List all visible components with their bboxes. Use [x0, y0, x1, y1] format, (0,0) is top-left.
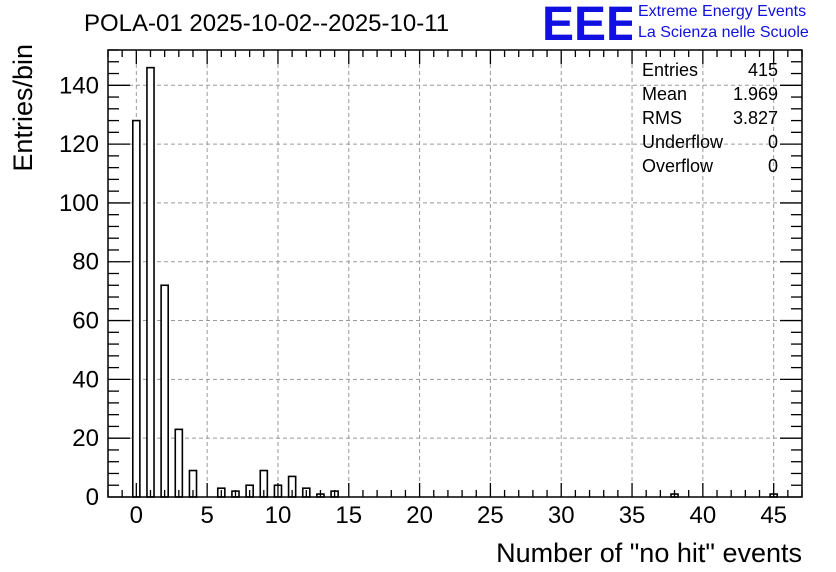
x-tick-label: 35: [619, 502, 646, 529]
stat-value: 415: [747, 60, 778, 80]
x-tick-label: 5: [200, 502, 213, 529]
eee-logo-icon: EEE: [542, 1, 632, 45]
x-tick-label: 10: [265, 502, 292, 529]
histogram-bar: [174, 428, 184, 498]
stat-label: Underflow: [642, 132, 724, 152]
stats-box: Entries 415 Mean 1.969 RMS 3.827 Underfl…: [642, 58, 778, 178]
x-tick-label: 30: [548, 502, 575, 529]
histogram-bar: [146, 66, 155, 498]
stat-value: 0: [767, 132, 778, 152]
stat-label: Entries: [642, 60, 699, 80]
y-tick-label: 40: [72, 366, 99, 393]
y-tick-label: 0: [86, 484, 99, 511]
stat-label: RMS: [642, 108, 682, 128]
logo-line-1: Extreme Energy Events: [638, 3, 807, 20]
x-tick-label: 25: [477, 502, 504, 529]
y-tick-label: 20: [72, 425, 99, 452]
y-tick-label: 140: [59, 72, 99, 99]
chart-title: POLA-01 2025-10-02--2025-10-11: [84, 10, 450, 37]
stat-value: 0: [767, 156, 778, 176]
stat-row-overflow: Overflow 0: [642, 154, 778, 178]
y-tick-label: 60: [72, 308, 99, 335]
grid-lines: [108, 50, 802, 497]
logo-line-2: La Scienza nelle Scuole: [638, 24, 809, 41]
x-tick-label: 15: [335, 502, 362, 529]
x-tick-label: 45: [760, 502, 787, 529]
x-tick-label: 40: [690, 502, 717, 529]
histogram-bar: [131, 119, 141, 498]
y-tick-label: 120: [59, 131, 99, 158]
x-tick-label: 20: [406, 502, 433, 529]
stat-row-mean: Mean 1.969: [642, 82, 778, 106]
stat-value: 1.969: [732, 84, 778, 104]
stat-row-entries: Entries 415: [642, 58, 778, 82]
y-axis-label: Entries/bin: [8, 44, 38, 172]
x-axis-label: Number of "no hit" events: [496, 538, 802, 568]
x-tick-label: 0: [130, 502, 143, 529]
stat-label: Overflow: [642, 156, 714, 176]
histogram-bar: [160, 284, 169, 498]
stat-value: 3.827: [732, 108, 778, 128]
y-tick-label: 80: [72, 249, 99, 276]
y-tick-label: 100: [59, 190, 99, 217]
stat-row-underflow: Underflow 0: [642, 130, 778, 154]
tick-labels: 0 5 10 15 20 25 30 35 40 45 0 20 40 60 80 100 120 140: [59, 72, 787, 529]
stat-label: Mean: [642, 84, 688, 104]
eee-logo-mark: EEE: [542, 1, 632, 45]
axis-ticks: [107, 49, 803, 498]
stat-row-rms: RMS 3.827: [642, 106, 778, 130]
